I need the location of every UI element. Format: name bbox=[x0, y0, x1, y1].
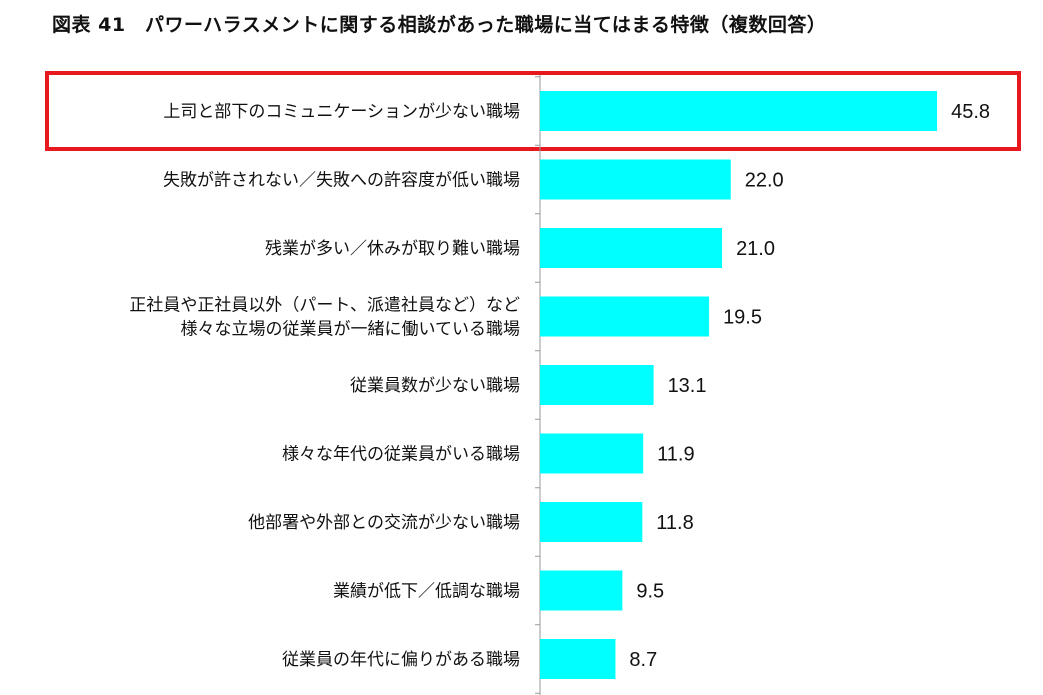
bars-group bbox=[540, 91, 938, 679]
value-label: 13.1 bbox=[668, 375, 707, 397]
value-label: 22.0 bbox=[745, 170, 784, 192]
bar bbox=[540, 365, 654, 405]
axis-ticks bbox=[535, 76, 540, 694]
bar bbox=[540, 296, 710, 337]
category-label: 従業員の年代に偏りがある職場 bbox=[282, 650, 520, 670]
category-label: 様々な年代の従業員がいる職場 bbox=[282, 445, 520, 465]
category-label: 従業員数が少ない職場 bbox=[350, 376, 520, 396]
value-label: 45.8 bbox=[951, 101, 990, 123]
category-label: 他部署や外部との交流が少ない職場 bbox=[248, 513, 520, 533]
category-label: 残業が多い／休みが取り難い職場 bbox=[265, 239, 520, 259]
category-label: 業績が低下／低調な職場 bbox=[333, 582, 520, 602]
chart-title: 図表 41 パワーハラスメントに関する相談があった職場に当てはまる特徴（複数回答… bbox=[52, 14, 827, 36]
value-label: 11.9 bbox=[657, 444, 694, 466]
value-label: 9.5 bbox=[636, 581, 664, 603]
bar bbox=[540, 639, 616, 679]
category-label: 正社員や正社員以外（パート、派遣社員など）など様々な立場の従業員が一緒に働いてい… bbox=[129, 296, 520, 340]
value-label: 11.8 bbox=[656, 512, 693, 534]
category-label: 上司と部下のコミュニケーションが少ない職場 bbox=[163, 102, 520, 122]
highlight-box bbox=[45, 71, 1021, 151]
bar bbox=[540, 502, 643, 542]
value-label: 8.7 bbox=[629, 649, 657, 671]
bar bbox=[540, 570, 623, 611]
value-label: 21.0 bbox=[736, 238, 775, 260]
category-labels-group: 上司と部下のコミュニケーションが少ない職場失敗が許されない／失敗への許容度が低い… bbox=[129, 102, 520, 670]
bar bbox=[540, 433, 644, 474]
bar bbox=[540, 228, 723, 268]
value-label: 19.5 bbox=[723, 307, 762, 329]
category-label: 失敗が許されない／失敗への許容度が低い職場 bbox=[163, 171, 520, 191]
bar bbox=[540, 159, 731, 200]
bar bbox=[540, 91, 938, 131]
value-labels-group: 45.8 22.0 21.0 19.5 13.1 11.9 11.8 9.5 8.7 bbox=[629, 101, 990, 671]
